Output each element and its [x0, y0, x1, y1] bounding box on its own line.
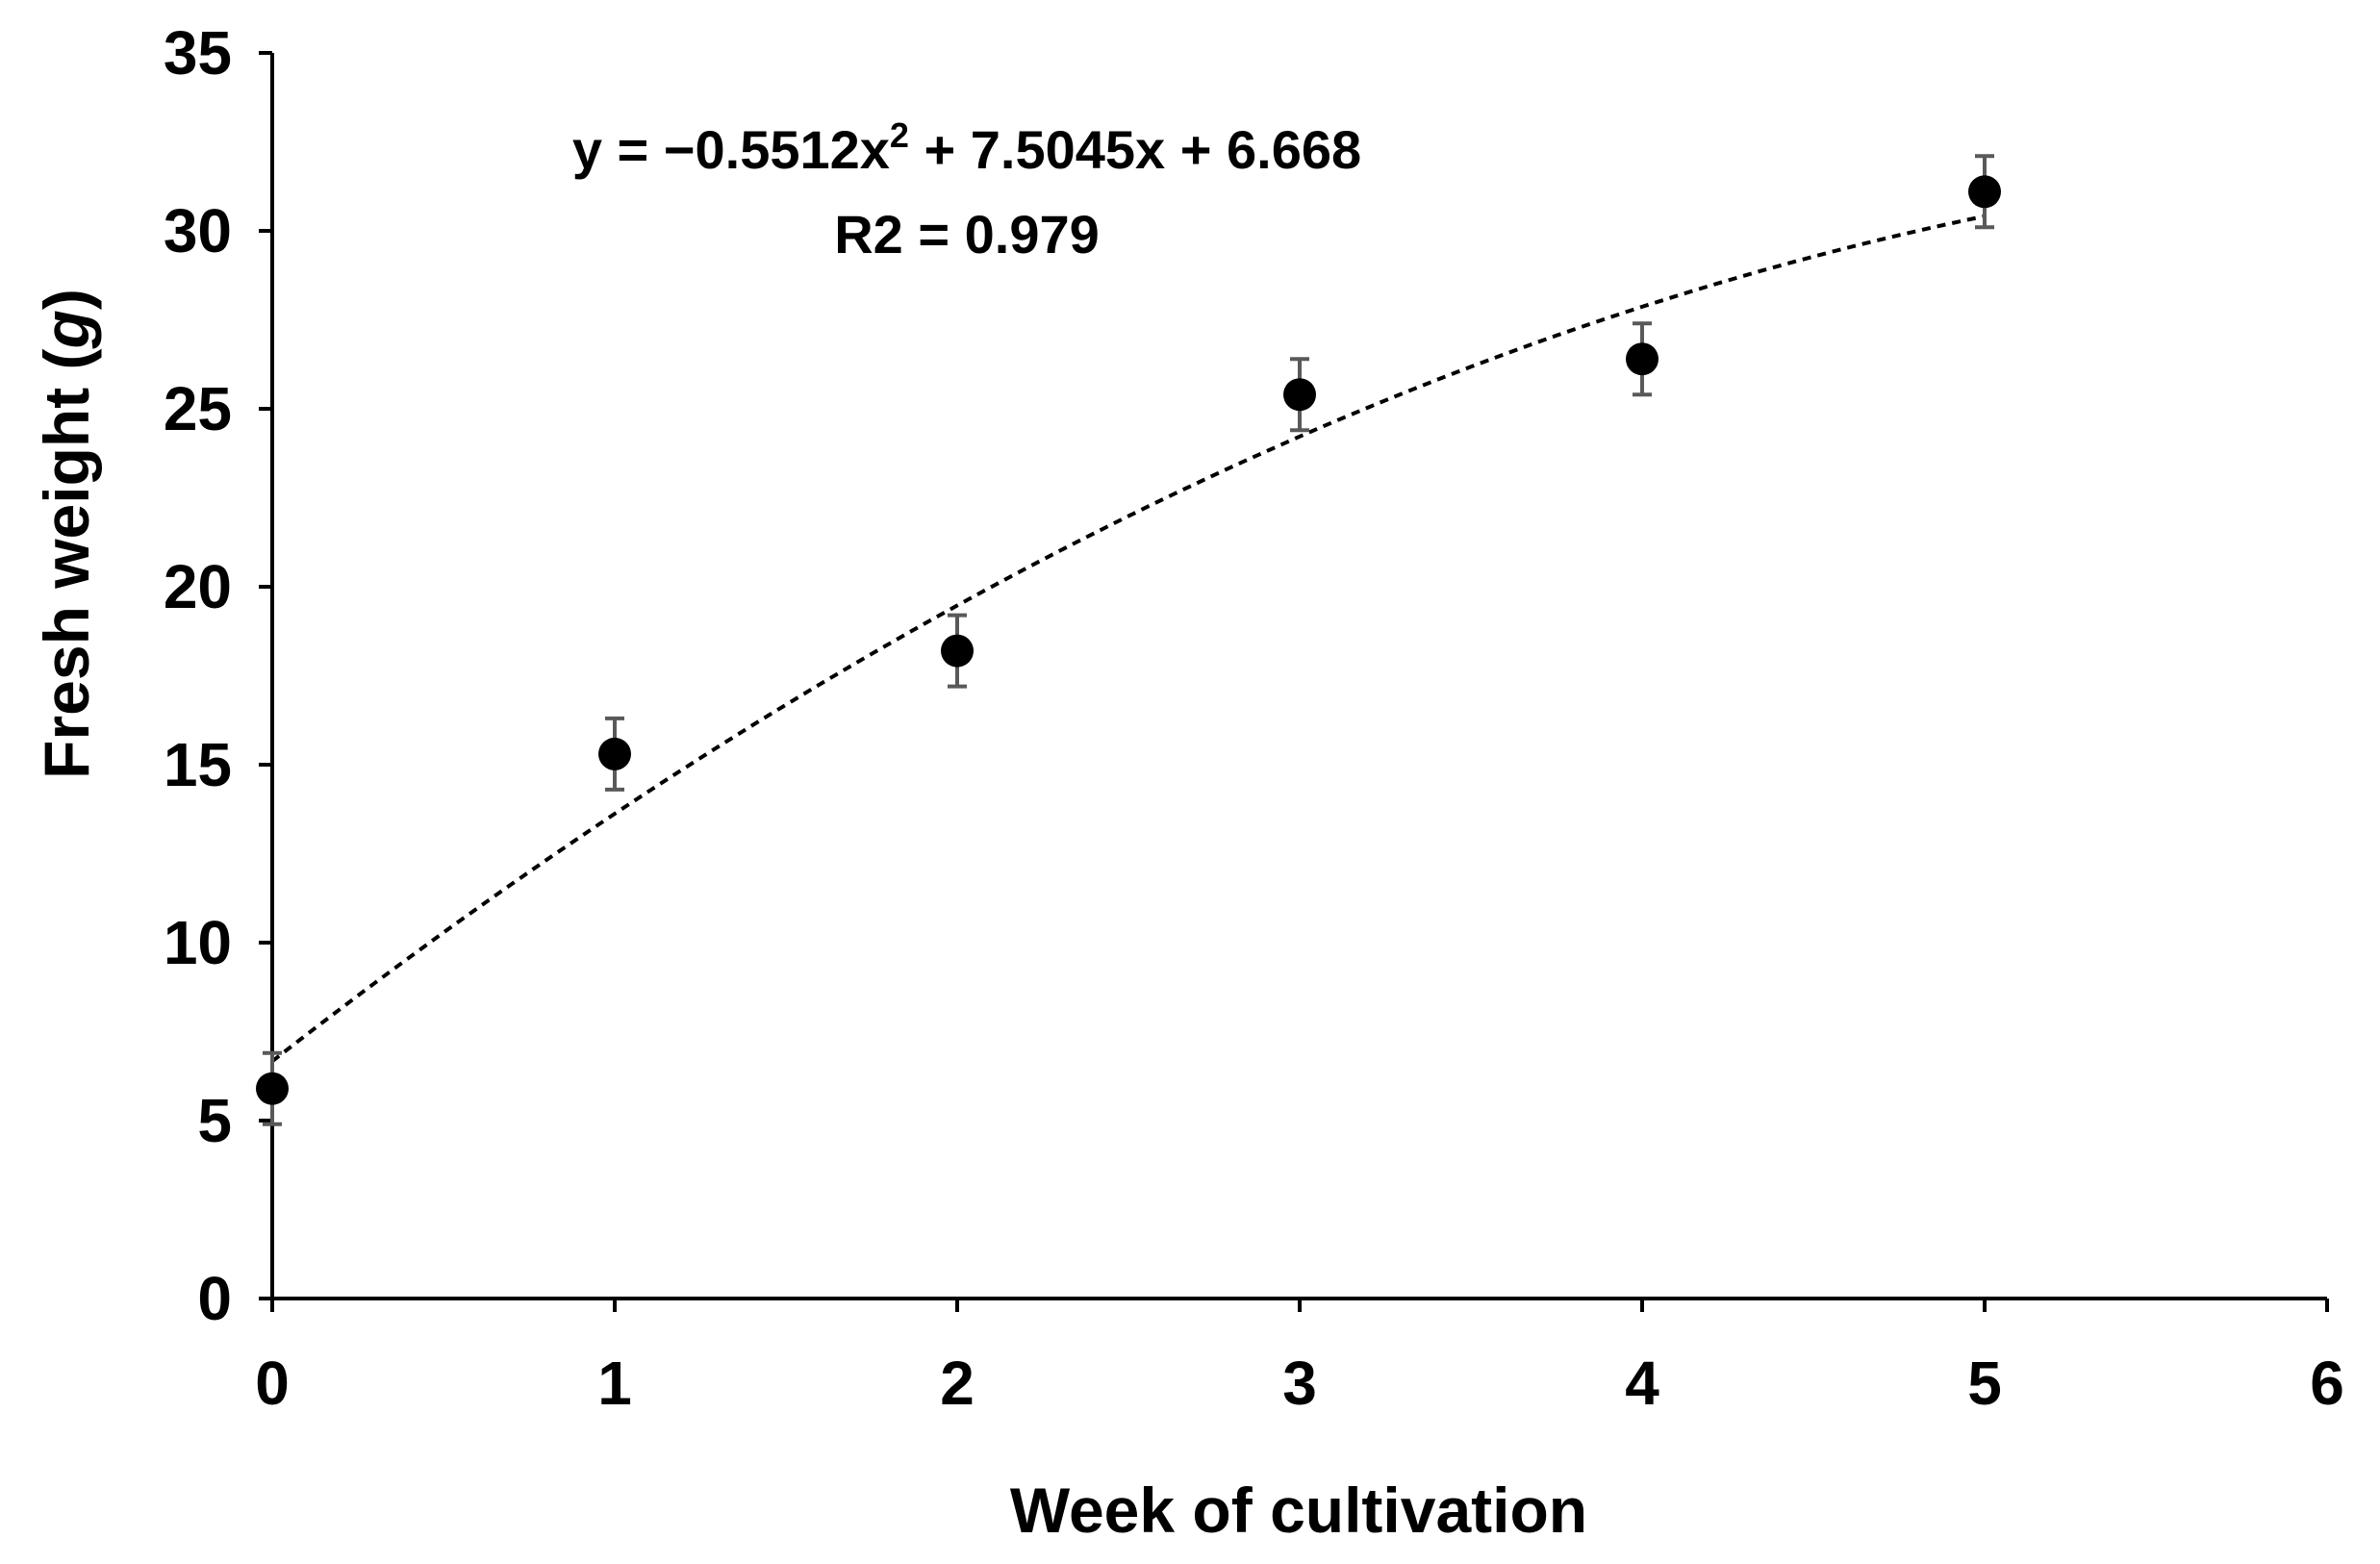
data-points — [256, 175, 2001, 1105]
y-tick-label: 20 — [164, 552, 232, 621]
x-tick-label: 6 — [2310, 1349, 2344, 1418]
error-bars — [263, 154, 1994, 1126]
axes — [270, 53, 2327, 1300]
trendline-equation: y = −0.5512x2 + 7.5045x + 6.668 — [572, 115, 1361, 180]
x-tick-label: 4 — [1625, 1349, 1659, 1418]
data-point — [1283, 378, 1316, 412]
data-point — [1626, 342, 1658, 376]
y-tick-label: 0 — [197, 1264, 232, 1333]
data-point — [941, 634, 974, 668]
ticks: 0 5 10 15 20 25 30 35 0 1 2 3 4 5 6 — [164, 18, 2344, 1418]
trendline — [270, 214, 1986, 1063]
x-tick-label: 3 — [1282, 1349, 1317, 1418]
x-tick-label: 0 — [255, 1349, 290, 1418]
y-axis-title: Fresh weight (g) — [31, 289, 102, 779]
y-tick-label: 35 — [164, 18, 232, 88]
x-tick-label: 5 — [1967, 1349, 2002, 1418]
y-tick-label: 30 — [164, 196, 232, 265]
x-tick-label: 2 — [940, 1349, 975, 1418]
r-squared-label: R2 = 0.979 — [834, 204, 1100, 265]
x-axis-title: Week of cultivation — [1010, 1475, 1587, 1546]
trendline-group — [270, 214, 1986, 1063]
data-point — [256, 1072, 289, 1105]
y-tick-label: 10 — [164, 908, 232, 977]
data-point — [1968, 175, 2001, 209]
x-tick-label: 1 — [597, 1349, 632, 1418]
y-tick-label: 25 — [164, 374, 232, 443]
data-point — [598, 737, 631, 770]
y-tick-label: 5 — [197, 1086, 232, 1155]
y-tick-label: 15 — [164, 730, 232, 799]
